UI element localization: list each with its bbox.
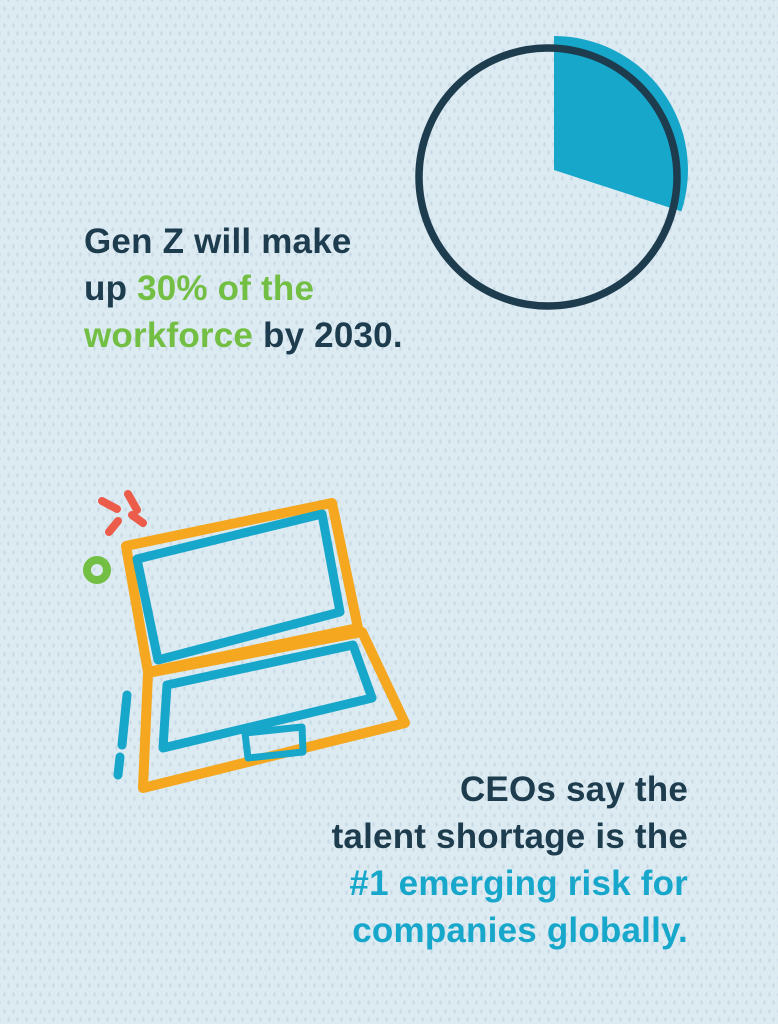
stat-ceo-text-cyan-highlight: companies globally. — [352, 911, 688, 950]
exclamation-icon — [113, 690, 132, 780]
stat-genz: Gen Z will make up 30% of the workforce … — [84, 218, 403, 359]
stat-genz-line-3: workforce by 2030. — [84, 312, 403, 359]
laptop-illustration — [83, 490, 410, 793]
laptop-icon — [121, 498, 410, 793]
stat-genz-line-1: Gen Z will make — [84, 218, 403, 265]
sparkle-icon — [98, 490, 147, 536]
stat-ceo-line-1: CEOs say the — [332, 766, 688, 813]
stat-ceo: CEOs say the talent shortage is the #1 e… — [332, 766, 688, 954]
pie-slice-30-percent — [554, 36, 688, 212]
stat-genz-text-green-highlight: 30% of the — [137, 269, 315, 308]
stat-ceo-line-4: companies globally. — [332, 907, 688, 954]
pie-outline-circle — [415, 44, 681, 310]
stat-genz-text-navy: Gen Z will make — [84, 222, 352, 261]
stat-ceo-text-navy: CEOs say the — [459, 770, 688, 809]
stat-ceo-line-3: #1 emerging risk for — [332, 860, 688, 907]
stat-ceo-text-navy: talent shortage is the — [331, 817, 688, 856]
stat-genz-text-green-highlight: workforce — [84, 316, 263, 355]
stat-genz-text-navy: up — [84, 269, 138, 308]
stat-ceo-line-2: talent shortage is the — [332, 813, 688, 860]
stat-genz-text-navy: by 2030. — [263, 316, 403, 355]
pie-chart — [415, 36, 688, 310]
ring-icon — [83, 556, 111, 584]
stat-ceo-text-cyan-highlight: #1 emerging risk for — [349, 864, 688, 903]
stat-genz-line-2: up 30% of the — [84, 265, 403, 312]
